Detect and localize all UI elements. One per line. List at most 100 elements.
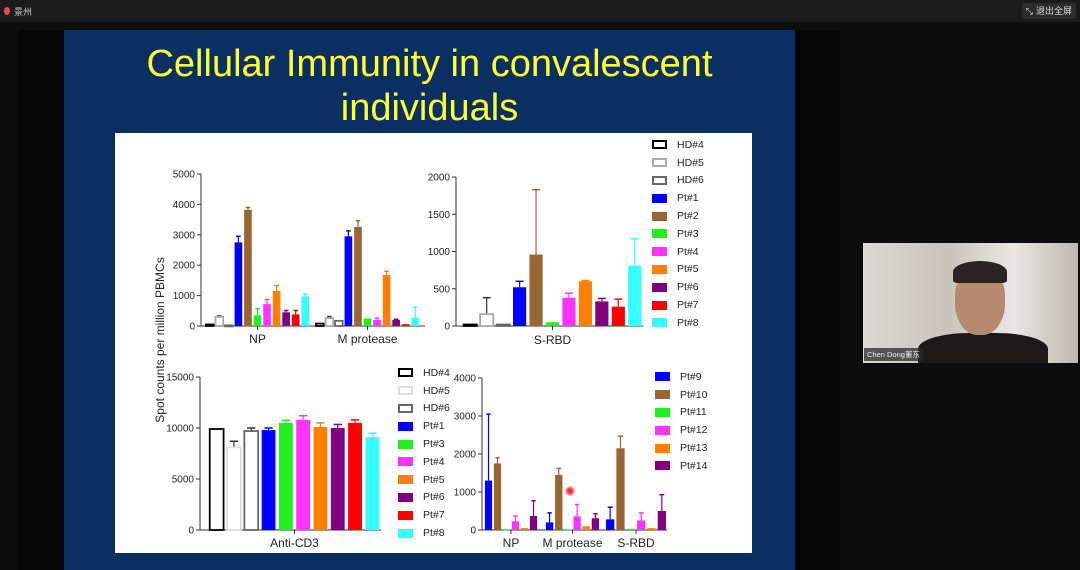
legend-swatch xyxy=(655,425,670,435)
legend-item: HD#4 xyxy=(398,364,450,382)
legend-swatch xyxy=(652,211,667,221)
bar-Pt8-S-RBD xyxy=(628,265,642,326)
y-tick-label: 2000 xyxy=(454,450,477,461)
legend-item: HD#5 xyxy=(652,154,704,172)
y-tick-label: 1000 xyxy=(454,488,477,499)
bar-HD6-S-RBD xyxy=(495,323,511,327)
bar-Pt6-Anti-CD3 xyxy=(330,428,345,530)
legend-item: Pt#7 xyxy=(652,296,704,314)
chart-1: 0 500 1000 1500 2000 S-RBD xyxy=(428,173,643,347)
y-tick-label: 5000 xyxy=(172,475,195,486)
legend-label: Pt#14 xyxy=(680,459,708,472)
legend-cohort2: Pt#9 Pt#10 Pt#11 Pt#12 Pt#13 Pt#14 xyxy=(655,368,707,475)
legend-label: HD#4 xyxy=(677,138,704,151)
legend-label: Pt#7 xyxy=(677,299,699,312)
participant-video[interactable]: Chen Dong董东 xyxy=(863,243,1078,363)
bar-charts: 0 1000 2000 3000 4000 5000 NP M protease 0 500 100… xyxy=(166,170,667,550)
bar-Pt7-M-protease xyxy=(401,324,410,326)
legend-swatch xyxy=(398,403,413,413)
x-tick-label: S-RBD xyxy=(534,333,572,347)
slide-title-line1: Cellular Immunity in convalescent xyxy=(146,43,713,85)
bar-Pt2-NP xyxy=(244,209,252,326)
bar-HD5-NP xyxy=(214,315,225,327)
bar-Pt1-Anti-CD3 xyxy=(261,430,276,530)
legend-label: Pt#1 xyxy=(423,420,445,433)
bar-Pt2-S-RBD xyxy=(529,254,543,326)
legend-swatch xyxy=(652,247,667,257)
legend-label: HD#5 xyxy=(677,156,704,169)
legend-item: Pt#6 xyxy=(398,489,450,507)
x-tick-label: M protease xyxy=(542,536,602,550)
legend-label: Pt#1 xyxy=(677,192,699,205)
bar-HD6-NP xyxy=(224,324,234,328)
legend-label: Pt#5 xyxy=(423,473,445,486)
bar-HD4-Anti-CD3 xyxy=(208,428,225,531)
legend-swatch xyxy=(398,439,413,449)
bar-Pt3-Anti-CD3 xyxy=(278,422,293,530)
legend-label: HD#4 xyxy=(423,366,450,379)
bar-HD5-S-RBD xyxy=(479,313,495,327)
y-tick-label: 2000 xyxy=(428,173,451,184)
legend-item: HD#5 xyxy=(398,382,450,400)
pointer-highlight xyxy=(565,486,575,496)
bar-Pt13-S-RBD xyxy=(647,528,656,530)
legend-top: HD#4 HD#5 HD#6 Pt#1 Pt#2 Pt#3 Pt#4 Pt#5 Pt#6 Pt#7… xyxy=(652,136,704,332)
legend-label: Pt#9 xyxy=(680,370,702,383)
window-title-bar: 景州 ⤡ 退出全屏 xyxy=(0,0,1080,22)
bar-Pt8-M-protease xyxy=(411,317,420,326)
legend-label: HD#6 xyxy=(423,402,450,415)
y-tick-label: 0 xyxy=(189,322,195,333)
legend-item: HD#6 xyxy=(398,400,450,418)
legend-anti-cd3: HD#4 HD#5 HD#6 Pt#1 Pt#3 Pt#4 Pt#5 Pt#6 Pt#7 Pt#8 xyxy=(398,364,450,542)
legend-swatch xyxy=(655,443,670,453)
legend-label: Pt#5 xyxy=(677,263,699,276)
legend-label: Pt#13 xyxy=(680,442,708,455)
x-tick-label: M protease xyxy=(337,332,397,346)
legend-item: Pt#4 xyxy=(652,243,704,261)
bar-HD5-M-protease xyxy=(324,317,335,327)
bar-Pt4-M-protease xyxy=(373,319,381,326)
y-tick-label: 0 xyxy=(188,526,194,537)
y-tick-label: 10000 xyxy=(166,424,194,435)
bar-Pt2-M-protease xyxy=(354,226,362,326)
y-tick-label: 0 xyxy=(470,526,476,537)
bar-Pt11-S-RBD xyxy=(626,528,635,530)
bar-Pt14-NP xyxy=(529,515,538,530)
bar-Pt5-S-RBD xyxy=(578,281,592,326)
legend-item: Pt#1 xyxy=(652,189,704,207)
legend-swatch xyxy=(652,282,667,292)
legend-item: Pt#9 xyxy=(655,368,707,386)
legend-label: HD#6 xyxy=(677,174,704,187)
y-tick-label: 1000 xyxy=(428,247,451,258)
bar-Pt5-M-protease xyxy=(382,274,391,326)
legend-item: Pt#8 xyxy=(652,314,704,332)
bar-Pt4-S-RBD xyxy=(562,297,576,326)
legend-item: Pt#3 xyxy=(398,435,450,453)
y-tick-label: 1500 xyxy=(428,210,451,221)
exit-fullscreen-button[interactable]: ⤡ 退出全屏 xyxy=(1021,3,1076,19)
legend-item: Pt#5 xyxy=(398,471,450,489)
x-tick-label: S-RBD xyxy=(617,536,655,550)
legend-item: Pt#11 xyxy=(655,404,707,422)
bar-HD4-M-protease xyxy=(315,322,325,327)
bar-Pt14-M-protease xyxy=(591,518,600,530)
y-tick-label: 4000 xyxy=(454,374,477,385)
legend-item: Pt#13 xyxy=(655,439,707,457)
bar-Pt4-Anti-CD3 xyxy=(296,419,311,530)
legend-swatch xyxy=(398,386,413,396)
legend-label: Pt#8 xyxy=(677,316,699,329)
bar-Pt7-NP xyxy=(291,314,300,326)
bar-Pt11-M-protease xyxy=(564,529,572,531)
legend-item: Pt#7 xyxy=(398,506,450,524)
speaker-body xyxy=(918,333,1048,363)
legend-label: Pt#10 xyxy=(680,388,708,401)
legend-swatch xyxy=(652,175,667,185)
bar-Pt14-S-RBD xyxy=(657,511,666,530)
bar-Pt12-NP xyxy=(511,521,520,530)
slide-title-line2: individuals xyxy=(340,87,519,129)
bar-Pt1-M-protease xyxy=(344,236,353,326)
app-icon xyxy=(4,7,10,15)
y-tick-label: 3000 xyxy=(454,412,477,423)
bar-Pt10-NP xyxy=(493,463,502,530)
chart-2: 0 5000 10000 15000 Anti-CD3 xyxy=(166,373,381,550)
